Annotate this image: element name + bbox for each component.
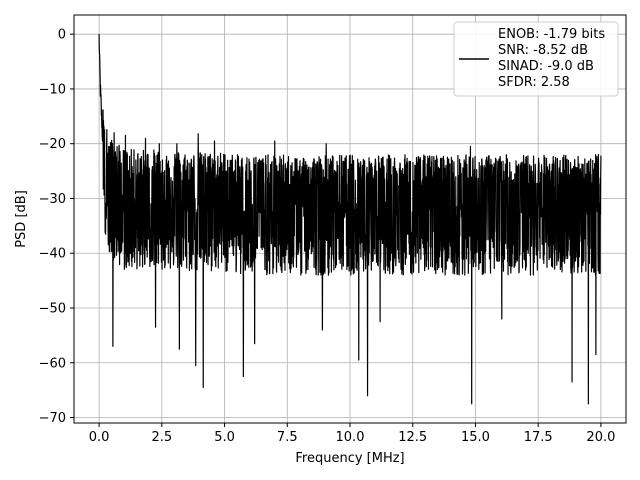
x-tick-label: 12.5: [398, 430, 427, 445]
y-tick-label: −50: [39, 301, 66, 316]
y-tick-label: −60: [39, 356, 66, 371]
y-tick-label: −30: [39, 192, 66, 207]
plot-area: [98, 34, 602, 405]
legend-snr: SNR: -8.52 dB: [498, 43, 588, 58]
x-tick-label: 2.5: [151, 430, 172, 445]
y-tick-label: 0: [58, 28, 66, 43]
series-group: [98, 34, 602, 405]
legend-sinad: SINAD: -9.0 dB: [498, 59, 594, 74]
x-tick-label: 10.0: [336, 430, 365, 445]
x-tick-label: 7.5: [277, 430, 298, 445]
x-tick-label: 5.0: [214, 430, 235, 445]
y-tick-label: −40: [39, 247, 66, 262]
legend-box: [453, 21, 619, 97]
x-tick-label: 17.5: [524, 430, 553, 445]
x-tick-label: 15.0: [461, 430, 490, 445]
x-axis-label: Frequency [MHz]: [295, 451, 404, 466]
y-tick-label: −10: [39, 82, 66, 97]
psd-series-line: [98, 34, 602, 405]
y-tick-label: −20: [39, 137, 66, 152]
x-axis-ticks: 0.0 2.5 5.0 7.5 10.0 12.5 15.0 17.5 20.0: [89, 423, 615, 445]
y-axis-ticks: 0 −10 −20 −30 −40 −50 −60 −70: [39, 28, 74, 426]
y-tick-label: −70: [39, 411, 66, 426]
legend-sfdr: SFDR: 2.58: [498, 75, 570, 90]
legend: ENOB: -1.79 bits SNR: -8.52 dB SINAD: -9…: [453, 21, 619, 97]
x-tick-label: 0.0: [89, 430, 110, 445]
y-axis-label: PSD [dB]: [14, 190, 29, 248]
legend-enob: ENOB: -1.79 bits: [498, 27, 605, 42]
x-tick-label: 20.0: [586, 430, 615, 445]
